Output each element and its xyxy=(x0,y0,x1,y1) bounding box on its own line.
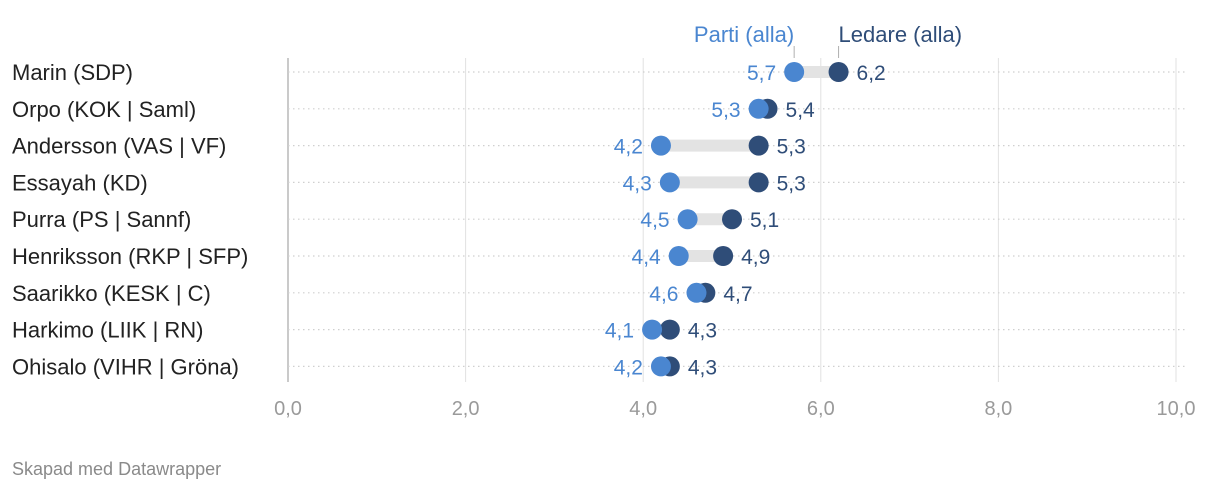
category-label: Ohisalo (VIHR | Gröna) xyxy=(12,354,239,379)
dot-party xyxy=(748,98,769,119)
x-tick-label: 2,0 xyxy=(452,398,480,420)
category-label: Saarikko (KESK | C) xyxy=(12,281,211,306)
category-label: Orpo (KOK | Saml) xyxy=(12,97,196,122)
value-label-leader: 5,1 xyxy=(750,209,779,232)
value-label-leader: 5,4 xyxy=(786,99,816,122)
dot-party xyxy=(650,356,671,377)
dot-party xyxy=(659,172,680,193)
dot-party xyxy=(642,319,663,340)
value-label-leader: 4,9 xyxy=(741,246,770,269)
x-tick-label: 6,0 xyxy=(807,398,835,420)
value-label-leader: 4,7 xyxy=(723,283,752,306)
dots xyxy=(642,62,849,377)
value-label-party: 4,3 xyxy=(623,172,652,195)
dot-leader xyxy=(713,246,734,266)
legend-label-leader: Ledare (alla) xyxy=(839,22,963,47)
grid-layer xyxy=(287,58,1188,382)
dot-leader xyxy=(828,62,849,82)
value-label-party: 5,7 xyxy=(747,62,776,85)
dot-leader xyxy=(659,319,680,340)
legend: Parti (alla) Ledare (alla) xyxy=(694,22,962,58)
value-label-party: 4,5 xyxy=(640,209,669,232)
value-label-leader: 4,3 xyxy=(688,320,717,343)
dot-leader xyxy=(722,209,742,230)
dot-party xyxy=(686,282,707,303)
value-label-party: 4,2 xyxy=(614,356,643,379)
x-tick-label: 8,0 xyxy=(984,398,1012,420)
value-label-leader: 4,3 xyxy=(688,356,717,379)
category-label: Henriksson (RKP | SFP) xyxy=(12,244,248,269)
category-label: Marin (SDP) xyxy=(12,60,133,85)
value-label-party: 4,2 xyxy=(614,136,643,159)
x-tick-label: 4,0 xyxy=(629,398,657,420)
dot-party xyxy=(784,62,805,82)
category-label: Andersson (VAS | VF) xyxy=(12,134,226,159)
category-label: Essayah (KD) xyxy=(12,170,148,195)
legend-label-party: Parti (alla) xyxy=(694,22,794,47)
category-label: Harkimo (LIIK | RN) xyxy=(12,318,204,343)
value-label-party: 4,4 xyxy=(632,246,662,269)
dot-party xyxy=(650,135,671,156)
x-tick-label: 0,0 xyxy=(274,398,302,420)
category-label: Purra (PS | Sannf) xyxy=(12,207,191,232)
value-label-party: 4,6 xyxy=(649,283,678,306)
labels: 0,0 2,0 4,0 6,0 8,0 10,0 Marin (SDP) 5,7 6,2 Orpo… xyxy=(12,60,1195,420)
dot-leader xyxy=(748,172,769,193)
value-label-leader: 6,2 xyxy=(857,62,886,85)
credit-text: Skapad med Datawrapper xyxy=(12,459,222,479)
dot-leader xyxy=(748,135,769,156)
x-tick-label: 10,0 xyxy=(1157,398,1196,420)
dot-party xyxy=(668,246,689,266)
value-label-leader: 5,3 xyxy=(777,136,806,159)
value-label-party: 4,1 xyxy=(605,320,634,343)
dot-party xyxy=(677,209,698,230)
value-label-party: 5,3 xyxy=(711,99,740,122)
value-label-leader: 5,3 xyxy=(777,172,806,195)
